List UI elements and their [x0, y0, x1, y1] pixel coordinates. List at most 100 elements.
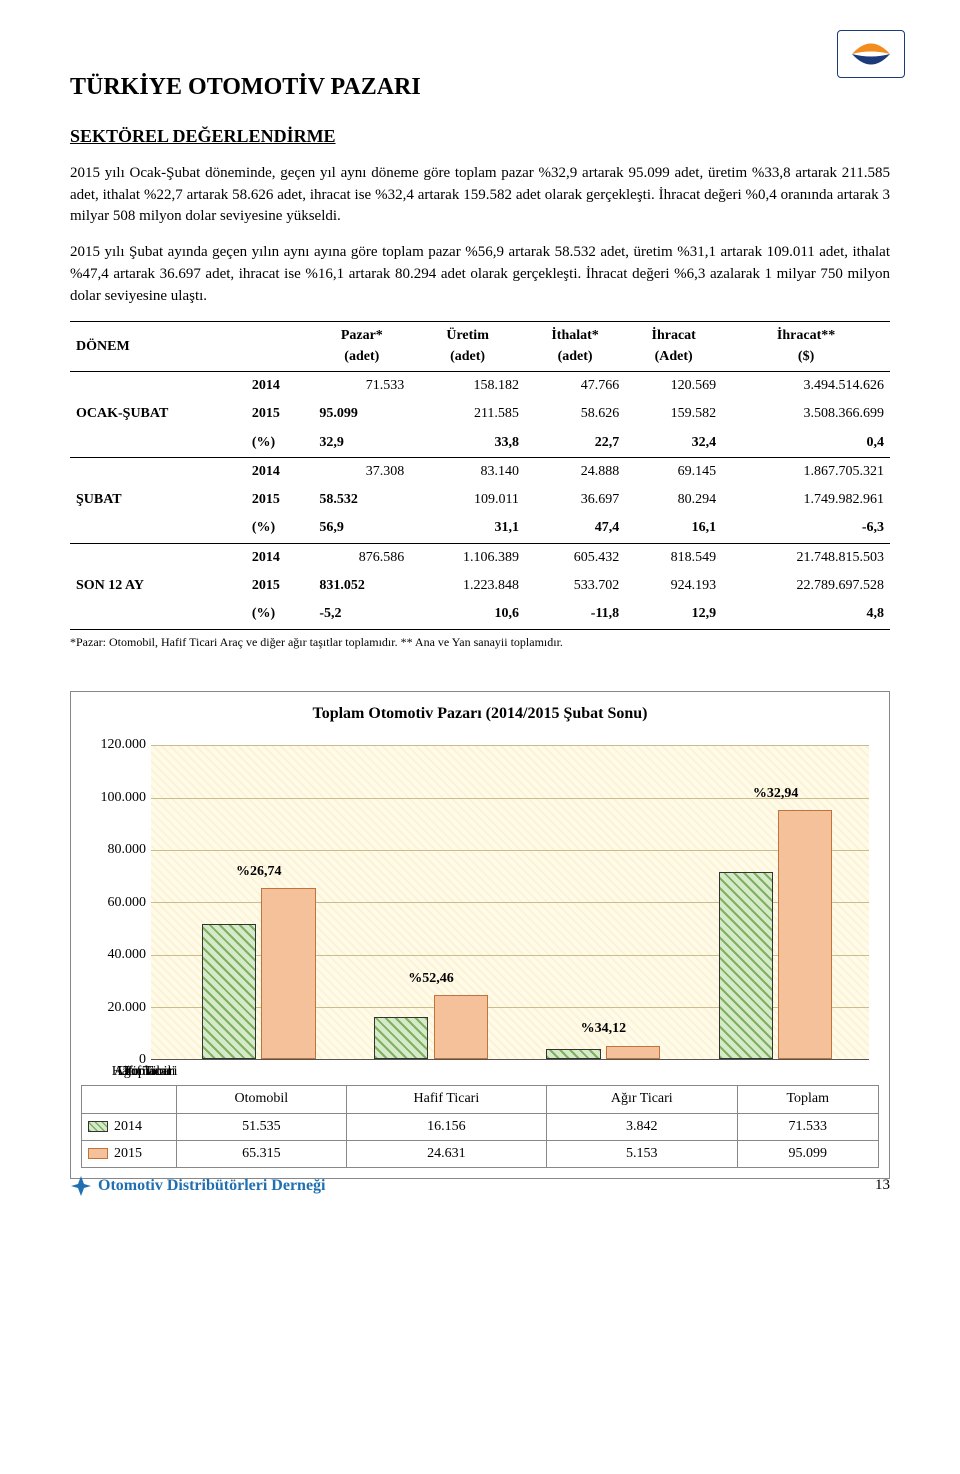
pct-change-label: %32,94: [716, 784, 836, 804]
cell: 0,4: [722, 429, 890, 458]
row-year: 2014: [246, 371, 313, 400]
footer-brand: Otomotiv Distribütörleri Derneği: [70, 1174, 326, 1197]
cell: 21.748.815.503: [722, 543, 890, 572]
cell: 109.011: [410, 486, 525, 514]
cell: 24.888: [525, 457, 625, 486]
legend-cat: Toplam: [737, 1086, 878, 1113]
cell: 3.508.366.699: [722, 400, 890, 428]
row-year: (%): [246, 600, 313, 629]
bar-group: %32,94: [711, 745, 840, 1059]
th-pazar: Pazar*(adet): [313, 322, 410, 372]
bar-2015: [606, 1046, 660, 1059]
group-label: OCAK-ŞUBAT: [70, 371, 246, 457]
cell: 158.182: [410, 371, 525, 400]
bar-2014: [202, 924, 256, 1059]
cell: -11,8: [525, 600, 625, 629]
bar-2014: [546, 1049, 600, 1059]
page-number: 13: [875, 1175, 890, 1197]
cell: 37.308: [313, 457, 410, 486]
cell: 876.586: [313, 543, 410, 572]
y-tick-label: 120.000: [91, 735, 146, 755]
cell: 120.569: [625, 371, 722, 400]
th-ihracat-usd: İhracat**($): [722, 322, 890, 372]
legend-cat: Otomobil: [177, 1086, 347, 1113]
th-donem: DÖNEM: [70, 322, 313, 372]
cell: 58.626: [525, 400, 625, 428]
cell: 56,9: [313, 514, 410, 543]
cell: 32,9: [313, 429, 410, 458]
cell: 1.106.389: [410, 543, 525, 572]
bar-group: %52,46: [366, 745, 495, 1059]
cell: 58.532: [313, 486, 410, 514]
cell: 47,4: [525, 514, 625, 543]
row-year: 2015: [246, 486, 313, 514]
legend-cat: Ağır Ticari: [547, 1086, 737, 1113]
cell: 33,8: [410, 429, 525, 458]
legend-row-2014: 2014 51.535 16.156 3.842 71.533: [82, 1113, 879, 1140]
body-paragraph: 2015 yılı Ocak-Şubat döneminde, geçen yı…: [70, 163, 890, 228]
cell: 924.193: [625, 572, 722, 600]
cell: 1.223.848: [410, 572, 525, 600]
row-year: (%): [246, 429, 313, 458]
cell: 533.702: [525, 572, 625, 600]
y-tick-label: 60.000: [91, 893, 146, 913]
cell: 12,9: [625, 600, 722, 629]
cell: 10,6: [410, 600, 525, 629]
y-tick-label: 100.000: [91, 788, 146, 808]
cell: 36.697: [525, 486, 625, 514]
bar-group: %34,12: [539, 745, 668, 1059]
pct-change-label: %26,74: [199, 862, 319, 882]
cell: 83.140: [410, 457, 525, 486]
row-year: 2014: [246, 543, 313, 572]
th-ihracat-adet: İhracat(Adet): [625, 322, 722, 372]
table-footnote: *Pazar: Otomobil, Hafif Ticari Araç ve d…: [70, 634, 890, 651]
bar-group: %26,74: [194, 745, 323, 1059]
cell: 3.494.514.626: [722, 371, 890, 400]
legend-cat: Hafif Ticari: [346, 1086, 546, 1113]
cell: 69.145: [625, 457, 722, 486]
row-year: (%): [246, 514, 313, 543]
y-tick-label: 80.000: [91, 840, 146, 860]
table-row: OCAK-ŞUBAT201471.533158.18247.766120.569…: [70, 371, 890, 400]
cell: 818.549: [625, 543, 722, 572]
summary-table: DÖNEM Pazar*(adet) Üretim(adet) İthalat*…: [70, 321, 890, 629]
row-year: 2015: [246, 572, 313, 600]
cell: 47.766: [525, 371, 625, 400]
cell: 22.789.697.528: [722, 572, 890, 600]
page-title: TÜRKİYE OTOMOTİV PAZARI: [70, 70, 890, 105]
table-row: ŞUBAT201437.30883.14024.88869.1451.867.7…: [70, 457, 890, 486]
row-year: 2015: [246, 400, 313, 428]
cell: 95.099: [313, 400, 410, 428]
cell: 80.294: [625, 486, 722, 514]
cell: 31,1: [410, 514, 525, 543]
cell: 32,4: [625, 429, 722, 458]
pct-change-label: %52,46: [371, 969, 491, 989]
table-row: SON 12 AY2014876.5861.106.389605.432818.…: [70, 543, 890, 572]
table-header-row: DÖNEM Pazar*(adet) Üretim(adet) İthalat*…: [70, 322, 890, 372]
bar-2014: [719, 872, 773, 1059]
legend-header-row: Otomobil Hafif Ticari Ağır Ticari Toplam: [82, 1086, 879, 1113]
bar-2015: [434, 995, 488, 1059]
bar-2015: [778, 810, 832, 1059]
cell: 1.867.705.321: [722, 457, 890, 486]
bar-2014: [374, 1017, 428, 1059]
y-tick-label: 20.000: [91, 998, 146, 1018]
pct-change-label: %34,12: [543, 1019, 663, 1039]
bar-2015: [261, 888, 315, 1059]
bar-chart: Toplam Otomotiv Pazarı (2014/2015 Şubat …: [70, 691, 890, 1179]
cell: -5,2: [313, 600, 410, 629]
th-ithalat: İthalat*(adet): [525, 322, 625, 372]
chart-title: Toplam Otomotiv Pazarı (2014/2015 Şubat …: [71, 692, 889, 725]
chart-legend-table: Otomobil Hafif Ticari Ağır Ticari Toplam…: [81, 1085, 879, 1168]
swatch-2014-icon: [88, 1121, 108, 1132]
section-subtitle: SEKTÖREL DEĞERLENDİRME: [70, 123, 890, 149]
th-uretim: Üretim(adet): [410, 322, 525, 372]
cell: 71.533: [313, 371, 410, 400]
group-label: SON 12 AY: [70, 543, 246, 629]
cell: 211.585: [410, 400, 525, 428]
swatch-2015-icon: [88, 1148, 108, 1159]
legend-row-2015: 2015 65.315 24.631 5.153 95.099: [82, 1140, 879, 1167]
cell: -6,3: [722, 514, 890, 543]
row-year: 2014: [246, 457, 313, 486]
cell: 605.432: [525, 543, 625, 572]
